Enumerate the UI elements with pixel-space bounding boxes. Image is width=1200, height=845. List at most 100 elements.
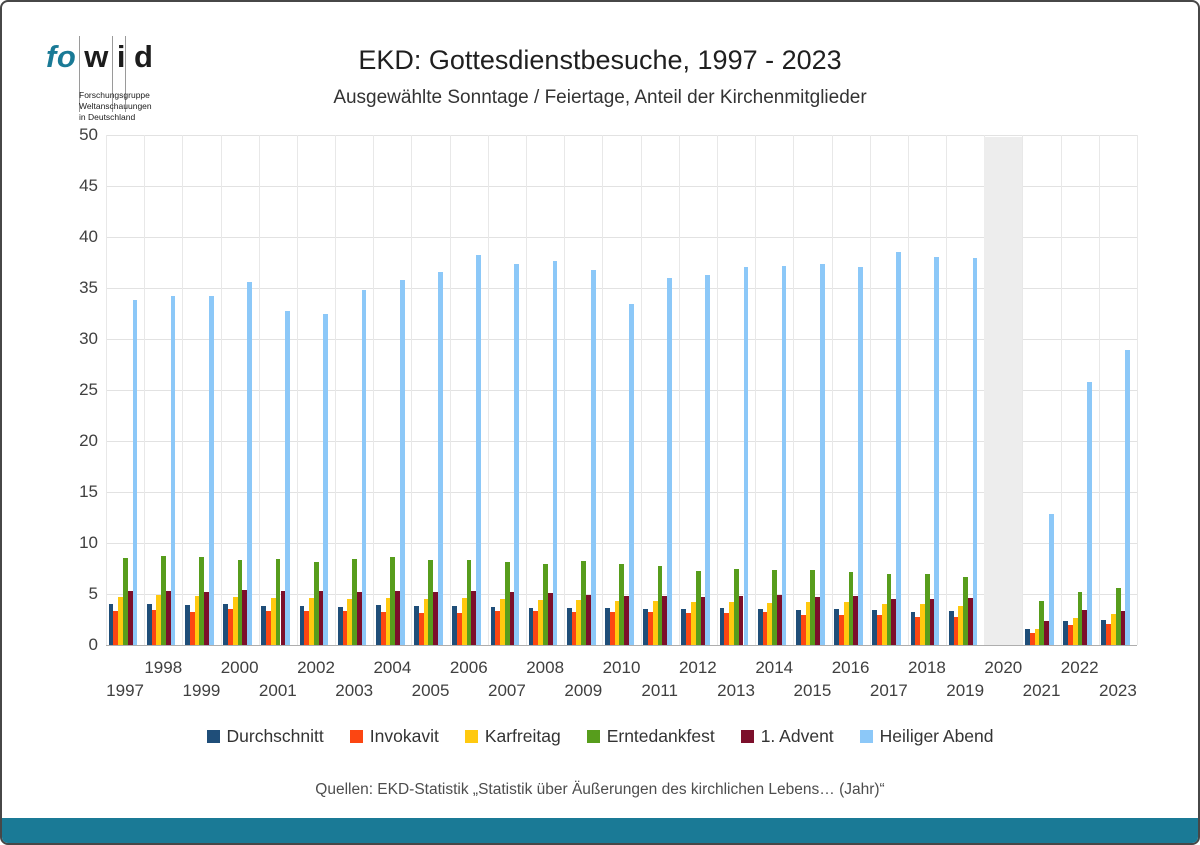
bar-karfreitag-2014 xyxy=(767,603,773,645)
bar-karfreitag-2023 xyxy=(1111,614,1116,645)
source-note: Quellen: EKD-Statistik „Statistik über Ä… xyxy=(315,781,885,798)
bar-durchschnitt-2012 xyxy=(681,609,687,645)
fowid-logo-divider xyxy=(112,36,113,112)
x-axis-label-2004: 2004 xyxy=(373,658,412,677)
bar-karfreitag-1999 xyxy=(194,596,200,645)
bar-erntedankfest-2017 xyxy=(886,573,892,645)
bar-erntedankfest-2013 xyxy=(733,568,739,645)
bar-invokavit-2022 xyxy=(1068,624,1073,645)
bar-karfreitag-2004 xyxy=(385,598,391,645)
x-axis-label-2013: 2013 xyxy=(717,681,755,700)
bar-erntedankfest-2004 xyxy=(390,557,396,645)
bar-durchschnitt-2013 xyxy=(719,608,725,645)
bar-heiliger-abend-2012 xyxy=(705,274,711,645)
bar-1-advent-2016 xyxy=(853,596,859,645)
bar-durchschnitt-2001 xyxy=(261,606,267,645)
bar-1-advent-2006 xyxy=(471,590,477,645)
bar-1-advent-2015 xyxy=(815,597,820,645)
x-axis-label-2014: 2014 xyxy=(755,658,794,677)
x-axis-label-2007: 2007 xyxy=(488,681,526,700)
bar-durchschnitt-2021 xyxy=(1025,628,1030,645)
bar-erntedankfest-2009 xyxy=(581,561,586,645)
fowid-logo-divider xyxy=(79,36,80,112)
legend-swatch xyxy=(349,730,363,743)
gridline-x xyxy=(678,135,680,645)
bar-karfreitag-2012 xyxy=(690,602,696,645)
bar-invokavit-2017 xyxy=(877,615,882,645)
bar-erntedankfest-2016 xyxy=(848,571,854,645)
bar-invokavit-2000 xyxy=(228,609,233,645)
bar-durchschnitt-2023 xyxy=(1101,619,1107,645)
bar-heiliger-abend-2018 xyxy=(934,257,940,645)
gridline-x xyxy=(487,135,489,645)
bar-1-advent-2005 xyxy=(433,591,438,645)
bar-invokavit-2001 xyxy=(266,611,271,645)
legend-swatch xyxy=(206,730,220,743)
bar-invokavit-2021 xyxy=(1029,632,1035,645)
fowid-logo-i: i xyxy=(116,39,127,74)
bar-durchschnitt-2007 xyxy=(490,607,496,645)
bar-durchschnitt-2011 xyxy=(643,609,649,645)
gridline-y-45 xyxy=(106,186,1137,187)
x-axis-label-2022: 2022 xyxy=(1060,658,1099,677)
y-axis-tick-35: 35 xyxy=(79,278,98,297)
legend-item-erntedankfest: Erntedankfest xyxy=(586,726,715,747)
fowid-logo-divider xyxy=(125,36,126,112)
bar-invokavit-2002 xyxy=(304,611,310,645)
bar-erntedankfest-2015 xyxy=(810,569,816,645)
legend-item-karfreitag: Karfreitag xyxy=(464,726,561,747)
gridline-x xyxy=(1137,135,1138,645)
y-axis-tick-30: 30 xyxy=(79,329,98,348)
gridline-x xyxy=(526,135,528,645)
bar-invokavit-2019 xyxy=(953,617,959,645)
bar-durchschnitt-1998 xyxy=(146,604,152,645)
gridline-x xyxy=(449,135,451,645)
bar-erntedankfest-2010 xyxy=(619,564,625,645)
x-axis-label-1998: 1998 xyxy=(144,658,183,677)
legend-item-invokavit: Invokavit xyxy=(349,726,439,747)
bar-1-advent-2023 xyxy=(1120,611,1126,645)
gridline-y-10 xyxy=(106,543,1137,544)
bar-karfreitag-2016 xyxy=(843,602,849,645)
bar-durchschnitt-2010 xyxy=(605,608,610,645)
page-title: EKD: Gottesdienstbesuche, 1997 - 2023 xyxy=(358,45,842,75)
gridline-y-35 xyxy=(106,288,1137,289)
bar-invokavit-2012 xyxy=(686,613,691,645)
no-data-band-2020 xyxy=(984,137,1023,645)
gridline-x xyxy=(640,135,642,645)
bar-karfreitag-2006 xyxy=(461,598,467,645)
gridline-y-30 xyxy=(106,339,1137,340)
gridline-x xyxy=(946,135,948,645)
fowid-logo-fo: fo xyxy=(46,39,77,74)
bar-heiliger-abend-2022 xyxy=(1087,381,1092,645)
bar-1-advent-2007 xyxy=(509,591,515,645)
bar-heiliger-abend-2007 xyxy=(514,263,520,645)
gridline-x xyxy=(144,135,146,645)
bar-durchschnitt-2000 xyxy=(223,604,228,645)
bar-karfreitag-1997 xyxy=(118,597,123,645)
legend-item-durchschnitt: Durchschnitt xyxy=(206,726,324,747)
bar-erntedankfest-2006 xyxy=(466,560,472,645)
gridline-x xyxy=(296,135,298,645)
x-axis-label-2001: 2001 xyxy=(258,681,297,700)
bar-karfreitag-2019 xyxy=(958,606,964,645)
bar-invokavit-1998 xyxy=(151,610,157,645)
y-axis-tick-20: 20 xyxy=(79,431,98,450)
bar-heiliger-abend-2013 xyxy=(743,266,749,645)
gridline-x xyxy=(106,135,107,645)
bar-heiliger-abend-2023 xyxy=(1125,350,1131,645)
bar-invokavit-2006 xyxy=(457,613,462,645)
gridline-x xyxy=(564,135,566,645)
x-axis-baseline xyxy=(106,645,1137,646)
fowid-logo-w: w xyxy=(84,39,109,74)
bar-heiliger-abend-2006 xyxy=(476,255,481,645)
bar-heiliger-abend-2003 xyxy=(361,290,367,645)
bar-erntedankfest-2000 xyxy=(237,560,243,645)
bar-heiliger-abend-2015 xyxy=(819,263,825,645)
bar-erntedankfest-2022 xyxy=(1077,591,1083,645)
bar-erntedankfest-1997 xyxy=(122,558,128,645)
bar-1-advent-2018 xyxy=(929,599,935,645)
chart-legend: Durchschnitt Invokavit Karfreitag Erntedank… xyxy=(2,726,1198,747)
x-axis-label-2003: 2003 xyxy=(335,681,374,700)
